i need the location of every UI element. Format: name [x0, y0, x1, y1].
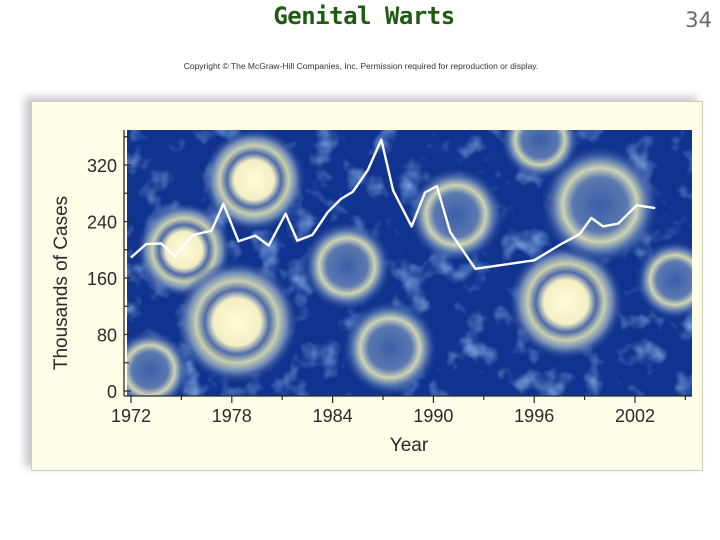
x-tick-label: 1996: [514, 406, 554, 426]
page-number: 34: [685, 8, 712, 32]
y-tick-label: 240: [87, 213, 117, 233]
slide-title: Genital Warts: [273, 2, 455, 30]
copyright-notice: Copyright © The McGraw-Hill Companies, I…: [183, 61, 539, 71]
y-tick-label: 320: [87, 156, 117, 176]
x-axis-label: Year: [390, 435, 429, 456]
y-tick-label: 160: [87, 269, 117, 289]
y-tick-label: 0: [107, 382, 117, 402]
x-tick-label: 1972: [111, 406, 151, 426]
x-tick-label: 2002: [615, 406, 655, 426]
x-tick-label: 1984: [313, 406, 353, 426]
micrograph-background: [127, 130, 692, 396]
y-tick-label: 80: [97, 326, 117, 346]
y-axis-label: Thousands of Cases: [51, 196, 72, 370]
x-tick-label: 1978: [212, 406, 252, 426]
chart-axes: 0 80 160 240 320 1972 1978 1984 1990 1996 2002: [87, 130, 692, 426]
x-tick-label: 1990: [413, 406, 453, 426]
series-line-cases: [130, 138, 656, 270]
